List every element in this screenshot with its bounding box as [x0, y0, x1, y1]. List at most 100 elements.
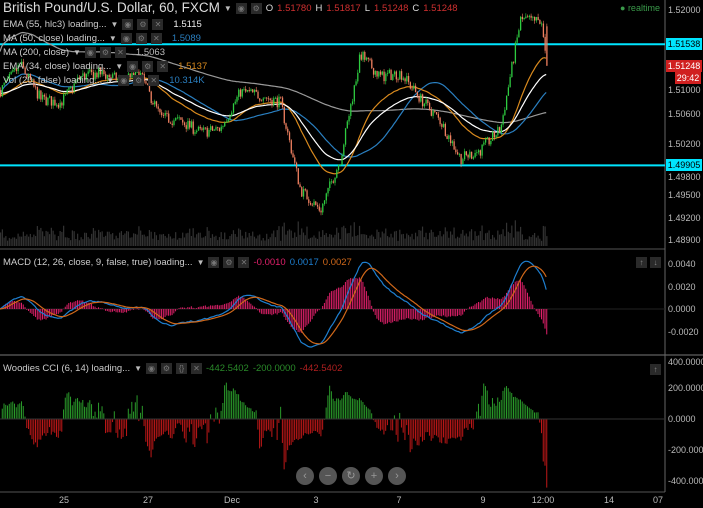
- macd-histogram-bar: [77, 300, 79, 309]
- gear-icon[interactable]: ⚙: [161, 363, 173, 374]
- candle-body: [519, 16, 522, 31]
- volume-bar: [537, 235, 539, 246]
- chevron-down-icon[interactable]: ▼: [196, 258, 205, 267]
- cci-bar: [159, 419, 161, 437]
- cci-bar: [546, 419, 548, 488]
- zoom-out-button[interactable]: −: [319, 467, 337, 485]
- candle-body: [376, 70, 378, 77]
- cci-bar: [80, 402, 82, 419]
- close-icon[interactable]: ✕: [157, 61, 169, 72]
- cci-bar: [493, 403, 495, 419]
- candle-body: [367, 57, 369, 59]
- cci-bar: [243, 402, 245, 419]
- macd-histogram-bar: [245, 299, 247, 309]
- candle-body: [175, 117, 177, 121]
- candle-body: [509, 77, 511, 88]
- eye-icon[interactable]: ◉: [122, 19, 134, 30]
- volume-bar: [360, 234, 362, 246]
- indicator-label[interactable]: Vol (20, false) loading...: [3, 75, 103, 86]
- cci-bar: [308, 419, 310, 435]
- macd-histogram-bar: [45, 309, 47, 320]
- cci-bar: [425, 419, 427, 433]
- gear-icon[interactable]: ⚙: [142, 61, 154, 72]
- cci-bar: [428, 419, 430, 436]
- arrow-up-icon[interactable]: ↑: [636, 257, 647, 268]
- eye-icon[interactable]: ◉: [208, 257, 220, 268]
- volume-bar: [112, 233, 114, 246]
- ema34-line: [0, 57, 547, 175]
- volume-bar: [91, 233, 93, 246]
- close-icon[interactable]: ✕: [114, 47, 126, 58]
- arrow-up-icon[interactable]: ↑: [650, 364, 661, 375]
- close-icon[interactable]: ✕: [191, 363, 203, 374]
- gear-icon[interactable]: ⚙: [250, 2, 262, 14]
- close-icon[interactable]: ✕: [150, 33, 162, 44]
- indicator-label[interactable]: MA (50, close) loading...: [3, 33, 105, 44]
- candle-body: [61, 102, 63, 106]
- cci-bar: [98, 402, 100, 419]
- macd-histogram-bar: [497, 298, 499, 309]
- macd-histogram-bar: [75, 301, 77, 309]
- macd-histogram-bar: [505, 292, 507, 309]
- eye-icon[interactable]: ◉: [146, 363, 158, 374]
- cci-tick: 0.0000: [668, 414, 696, 424]
- volume-bar: [138, 226, 140, 246]
- cci-bar: [453, 419, 455, 438]
- arrow-down-icon[interactable]: ↓: [650, 257, 661, 268]
- volume-bar: [430, 229, 432, 246]
- indicator-label[interactable]: EMA (55, hlc3) loading...: [3, 19, 107, 30]
- candle-body: [374, 70, 376, 75]
- chevron-down-icon[interactable]: ▼: [73, 48, 81, 57]
- cci-bar: [201, 419, 203, 430]
- eye-icon[interactable]: ◉: [127, 61, 139, 72]
- close-label: C: [412, 2, 420, 14]
- chevron-down-icon[interactable]: ▼: [115, 62, 124, 71]
- eye-icon[interactable]: ◉: [118, 75, 130, 86]
- candle-body: [203, 127, 205, 130]
- eye-icon[interactable]: ◉: [120, 33, 132, 44]
- gear-icon[interactable]: ⚙: [135, 33, 147, 44]
- indicator-label[interactable]: MA (200, close): [3, 47, 69, 58]
- zoom-in-button[interactable]: +: [365, 467, 383, 485]
- reset-button[interactable]: ↻: [342, 467, 360, 485]
- macd-label[interactable]: MACD (12, 26, close, 9, false, true) loa…: [3, 257, 193, 268]
- close-icon[interactable]: ✕: [238, 257, 250, 268]
- gear-icon[interactable]: ⚙: [133, 75, 145, 86]
- close-icon[interactable]: ✕: [152, 19, 164, 30]
- symbol-title[interactable]: British Pound/U.S. Dollar, 60, FXCM: [3, 0, 220, 15]
- close-icon[interactable]: ✕: [148, 75, 160, 86]
- candle-body: [85, 73, 88, 80]
- cci-bar: [187, 419, 189, 428]
- chevron-down-icon[interactable]: ▼: [223, 3, 232, 13]
- candle-body: [390, 69, 392, 80]
- chevron-down-icon[interactable]: ▼: [134, 364, 143, 373]
- eye-icon[interactable]: ◉: [235, 2, 247, 14]
- cci-bar: [94, 411, 96, 419]
- macd-histogram-bar: [17, 302, 19, 309]
- chevron-down-icon[interactable]: ▼: [106, 76, 115, 85]
- candle-body: [43, 94, 46, 97]
- volume-bar: [232, 230, 235, 246]
- scroll-right-button[interactable]: ›: [388, 467, 406, 485]
- cci-label[interactable]: Woodies CCI (6, 14) loading...: [3, 363, 131, 374]
- gear-icon[interactable]: ⚙: [137, 19, 149, 30]
- eye-icon[interactable]: ◉: [84, 47, 96, 58]
- indicator-label[interactable]: EMA (34, close) loading...: [3, 61, 112, 72]
- cci-bar: [31, 419, 33, 440]
- gear-icon[interactable]: ⚙: [99, 47, 111, 58]
- gear-icon[interactable]: ⚙: [223, 257, 235, 268]
- macd-histogram-bar: [189, 307, 191, 309]
- macd-histogram-bar: [369, 300, 371, 309]
- cci-bar: [64, 397, 66, 419]
- candle-body: [117, 78, 119, 81]
- macd-histogram-bar: [47, 309, 49, 318]
- volume-bar: [49, 234, 51, 246]
- chevron-down-icon[interactable]: ▼: [110, 20, 119, 29]
- macd-histogram-bar: [498, 299, 500, 309]
- braces-icon[interactable]: {}: [176, 363, 188, 374]
- scroll-left-button[interactable]: ‹: [296, 467, 314, 485]
- macd-histogram-bar: [514, 281, 516, 309]
- chevron-down-icon[interactable]: ▼: [108, 34, 117, 43]
- cci-bar: [129, 413, 131, 419]
